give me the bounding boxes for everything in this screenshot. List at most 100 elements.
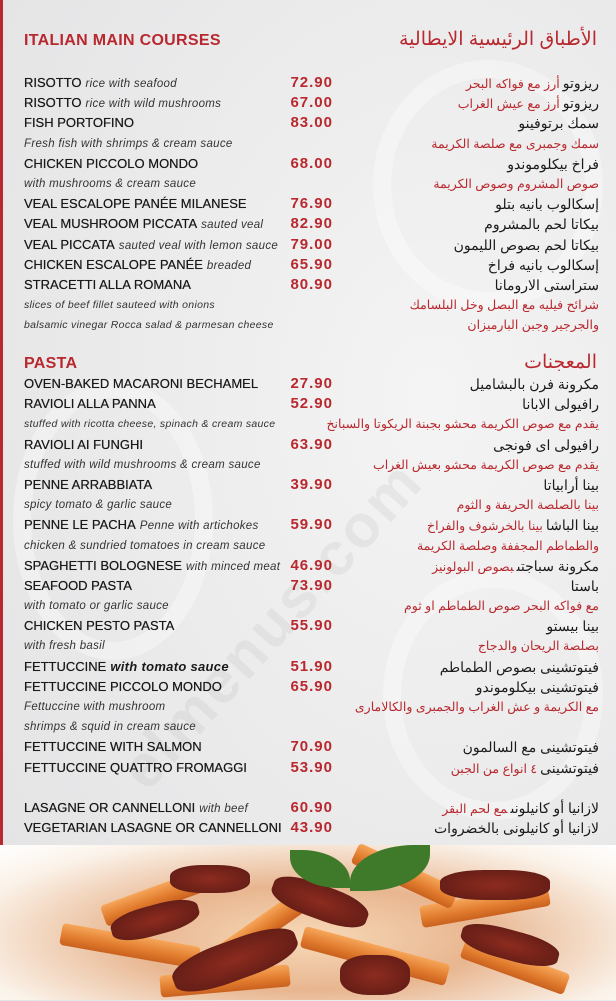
item-en: FISH PORTOFINO	[24, 113, 134, 133]
main-courses-list: RISOTTO rice with seafood 72.90 ريزوتوأرز م…	[3, 73, 616, 335]
item-name-ar: إسكالوب بانيه بتلو	[495, 196, 599, 213]
item-en: FETTUCCINE with tomato sauce	[24, 657, 229, 677]
sundried-tomato	[340, 955, 410, 995]
description-en: balsamic vinegar Rocca salad & parmesan …	[24, 319, 274, 332]
item-en: FETTUCCINE QUATTRO FROMAGGI	[24, 758, 247, 778]
item-en: RAVIOLI AI FUNGHI	[24, 435, 143, 455]
item-ar: مكرونة سباجتىبصوص البولونيز	[432, 556, 599, 577]
sundried-tomato	[170, 865, 250, 893]
item-name: VEGETARIAN LASAGNE OR CANNELLONI	[24, 819, 282, 835]
description-ar: صوص المشروم وصوص الكريمة	[433, 176, 599, 191]
item-description-row: chicken & sundried tomatoes in cream sau…	[3, 536, 616, 556]
item-ar: بينا بيستو	[546, 616, 599, 636]
item-name-ar: إسكالوب بانيه فراخ	[487, 256, 599, 273]
item-description-row: slices of beef fillet sauteed with onion…	[3, 295, 616, 315]
item-price: 52.90	[290, 395, 333, 413]
item-en: CHICKEN ESCALOPE PANÉE breaded	[24, 255, 251, 276]
item-description-row: Fresh fish with shrimps & cream sauce سمك…	[3, 134, 616, 154]
item-name: OVEN-BAKED MACARONI BECHAMEL	[24, 376, 259, 391]
description-en: shrimps & squid in cream sauce	[24, 721, 196, 734]
item-name-ar: بيكاتا لحم بالمشروم	[484, 216, 599, 233]
item-price: 83.00	[290, 114, 333, 132]
item-ar: سمك برتوفينو	[518, 113, 599, 133]
item-desc: rice with wild mushrooms	[85, 98, 222, 111]
item-price: 27.90	[290, 375, 333, 392]
item-desc-ar: بصوص البولونيز	[432, 559, 514, 574]
item-price: 67.00	[290, 94, 333, 112]
item-desc: with beef	[199, 802, 248, 815]
menu-item: FETTUCCINE PICCOLO MONDO 65.90 فيتوتشينى ب…	[3, 677, 616, 697]
item-en: SEAFOOD PASTA	[24, 576, 132, 596]
description-ar: بصلصة الريحان والدجاج	[477, 639, 599, 654]
item-price: 39.90	[290, 475, 333, 493]
spacer	[3, 778, 616, 798]
menu-item: CHICKEN PICCOLO MONDO 68.00 فراخ بيكلوموند…	[3, 154, 616, 174]
item-en: VEAL ESCALOPE PANÉE MILANESE	[24, 194, 247, 214]
item-en: SPAGHETTI BOLOGNESE with minced meat	[24, 556, 280, 577]
description-ar: والجرجير وجبن البارميزان	[467, 318, 599, 333]
item-en: FETTUCCINE WITH SALMON	[24, 737, 202, 757]
item-price: 73.90	[290, 576, 333, 594]
description-en: stuffed with ricotta cheese, spinach & c…	[24, 418, 276, 431]
description-en: Fresh fish with shrimps & cream sauce	[24, 137, 233, 150]
item-price: 80.90	[290, 275, 333, 293]
item-price: 65.90	[290, 677, 333, 695]
menu-item: FETTUCCINE WITH SALMON 70.90 فيتوتشينى مع …	[3, 737, 616, 757]
item-en: CHICKEN PICCOLO MONDO	[24, 154, 198, 174]
item-description-row: stuffed with ricotta cheese, spinach & c…	[3, 414, 616, 434]
menu-item: SPAGHETTI BOLOGNESE with minced meat 46.90…	[3, 556, 616, 576]
item-name-ar: ستراستى الارومانا	[494, 276, 599, 293]
description-ar: مع الكريمة و عش الغراب والجمبرى والكالام…	[354, 700, 599, 714]
item-name-ar: ريزوتو	[562, 75, 599, 91]
item-description-row: spicy tomato & garlic sauce بينا بالصلصة …	[3, 495, 616, 515]
section-title-ar: المعجنات	[524, 352, 597, 373]
item-ar: إسكالوب بانيه فراخ	[488, 255, 599, 275]
sundried-tomato	[440, 870, 550, 900]
item-name: LASAGNE OR CANNELLONI	[24, 799, 196, 815]
item-name-ar: ريزوتو	[562, 95, 599, 112]
item-name-ar: لازانيا أو كانيلونى	[510, 799, 600, 816]
description-en: slices of beef fillet sauteed with onion…	[24, 299, 215, 312]
item-desc-ar: أرز مع فواكه البحر	[465, 77, 560, 91]
item-name: SEAFOOD PASTA	[24, 577, 132, 593]
description-en: chicken & sundried tomatoes in cream sau…	[24, 539, 266, 552]
item-price: 63.90	[290, 435, 333, 453]
item-en: VEAL MUSHROOM PICCATA sauted veal	[24, 214, 263, 235]
menu-item: VEAL PICCATA sauted veal with lemon sauce…	[3, 235, 616, 255]
item-name-ar: مكرونة سباجتى	[516, 557, 599, 574]
item-desc: sauted veal	[201, 219, 264, 232]
item-name-ar: فراخ بيكلوموندو	[507, 155, 599, 172]
item-name: CHICKEN PICCOLO MONDO	[24, 155, 199, 171]
pasta-list: OVEN-BAKED MACARONI BECHAMEL 27.90 مكرونة …	[3, 374, 616, 838]
item-name: VEAL PICCATA	[24, 236, 115, 252]
item-name: FETTUCCINE QUATTRO FROMAGGI	[24, 759, 247, 775]
item-name: CHICKEN ESCALOPE PANÉE	[24, 256, 203, 272]
description-en: Fettuccine with mushroom	[24, 701, 166, 713]
item-en: VEAL PICCATA sauted veal with lemon sauce	[24, 235, 278, 256]
item-name: VEAL ESCALOPE PANÉE MILANESE	[24, 196, 247, 212]
item-name: RISOTTO	[24, 75, 82, 90]
item-ar: فيتوتشينى مع السالمون	[463, 737, 599, 757]
item-name-ar: رافيولى الابانا	[522, 396, 599, 413]
item-price: 76.90	[290, 195, 333, 213]
item-price: 70.90	[290, 738, 333, 756]
item-ar: ستراستى الارومانا	[495, 275, 599, 295]
menu-item: FETTUCCINE with tomato sauce 51.90 فيتوتشين…	[3, 657, 616, 677]
item-ar: بينا الباشابينا بالخرشوف والفراخ	[427, 515, 599, 536]
item-price: 79.00	[290, 235, 333, 253]
item-name-ar: بيكاتا لحم بصوص الليمون	[453, 236, 599, 253]
item-description-row: with mushrooms & cream sauce صوص المشروم …	[3, 174, 616, 194]
menu-item: VEAL MUSHROOM PICCATA sauted veal 82.90 بيك…	[3, 214, 616, 234]
item-name: FETTUCCINE	[24, 658, 107, 674]
item-desc: sauted veal with lemon sauce	[118, 239, 279, 252]
item-en: OVEN-BAKED MACARONI BECHAMEL	[24, 374, 258, 394]
item-price: 55.90	[290, 617, 333, 635]
item-en: PENNE ARRABBIATA	[24, 475, 152, 495]
item-ar: باستا	[571, 576, 599, 596]
section-title-ar: الأطباق الرئيسية الايطالية	[399, 29, 597, 50]
item-name-ar: بينا أرابياتا	[543, 476, 599, 493]
item-name: STRACETTI ALLA ROMANA	[24, 276, 191, 292]
item-en: RISOTTO rice with seafood	[24, 73, 177, 94]
item-ar: إسكالوب بانيه بتلو	[495, 194, 599, 214]
item-ar: رافيولى الابانا	[522, 394, 599, 414]
